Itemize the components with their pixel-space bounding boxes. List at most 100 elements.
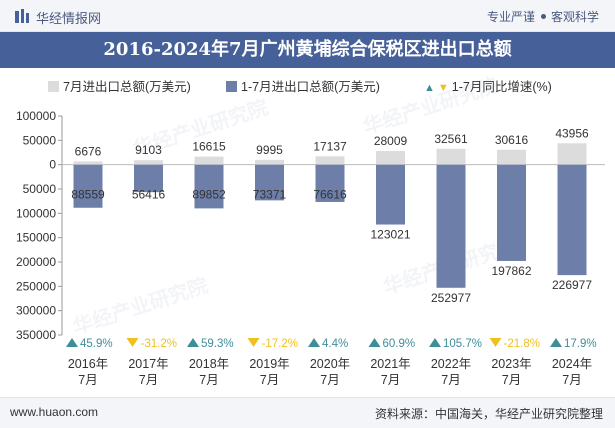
bar-cumulative: [497, 164, 526, 261]
bar-monthly: [376, 151, 405, 165]
y-tick-label: 300000: [16, 304, 56, 318]
label-cumulative: 89852: [192, 188, 226, 202]
slogan-left: 专业严谨: [486, 10, 535, 24]
x-tick-label: 7月: [78, 373, 97, 387]
bar-monthly: [73, 161, 103, 165]
brand-name: 华经情报网: [36, 11, 102, 26]
legend-item-monthly: 7月进出口总额(万美元): [48, 76, 191, 95]
y-tick-label: 150000: [16, 231, 56, 245]
label-monthly: 43956: [555, 126, 589, 140]
x-tick-label: 7月: [381, 373, 400, 387]
x-tick-label: 2024年: [552, 357, 592, 371]
bar-cumulative: [194, 164, 224, 209]
growth-up-icon: [66, 338, 78, 347]
y-tick-label: 200000: [16, 255, 56, 269]
growth-label: 60.9%: [383, 338, 416, 350]
legend-swatch-cumulative: [226, 81, 237, 92]
x-tick-label: 2018年: [189, 357, 229, 371]
x-tick-label: 2017年: [128, 357, 168, 371]
bar-monthly: [315, 156, 345, 165]
bar-cumulative: [376, 164, 405, 225]
logo-icon: [15, 9, 29, 23]
label-monthly: 6676: [75, 144, 102, 158]
label-cumulative: 197862: [491, 264, 531, 278]
bar-cumulative: [73, 164, 103, 208]
growth-up-icon: [368, 338, 381, 347]
bar-monthly: [134, 160, 163, 165]
y-tick-label: 100000: [16, 109, 56, 123]
growth-up-icon: [187, 338, 199, 347]
slogan-right: 客观科学: [550, 10, 599, 24]
label-monthly: 28009: [374, 134, 408, 148]
growth-down-icon: [247, 338, 260, 347]
top-bar: 华经情报网 专业严谨 客观科学: [0, 0, 615, 32]
bar-cumulative: [315, 164, 345, 202]
label-cumulative: 76616: [313, 188, 347, 202]
label-monthly: 30616: [495, 133, 529, 147]
y-tick-label: 50000: [23, 182, 57, 196]
legend-label-monthly: 7月进出口总额(万美元): [63, 80, 191, 94]
growth-down-icon: [126, 338, 139, 347]
label-monthly: 17137: [313, 139, 347, 153]
y-tick-label: 250000: [16, 279, 56, 293]
label-cumulative: 88559: [71, 188, 105, 202]
growth-down-icon: [489, 338, 502, 347]
footer-source: 资料来源：中国海关，华经产业研究院整理: [374, 407, 603, 421]
label-monthly: 32561: [434, 132, 468, 146]
legend: 7月进出口总额(万美元) 1-7月进出口总额(万美元) ▲ ▼ 1-7月同比增速(%…: [0, 74, 615, 94]
growth-label: -31.2%: [141, 338, 177, 350]
growth-up-icon: [550, 338, 562, 347]
growth-label: 17.9%: [564, 338, 597, 350]
x-tick-label: 2021年: [370, 357, 410, 371]
growth-up-icon: [308, 338, 320, 347]
x-tick-label: 7月: [199, 373, 218, 387]
bar-cumulative: [436, 164, 466, 288]
bar-cumulative: [134, 164, 163, 193]
bar-cumulative: [557, 164, 587, 276]
footer-website[interactable]: www.huaon.com: [10, 405, 99, 419]
slogan: 专业严谨 客观科学: [487, 8, 599, 25]
growth-label: 59.3%: [201, 338, 234, 350]
growth-label: -21.8%: [504, 338, 540, 350]
bar-cumulative: [255, 164, 284, 201]
x-tick-label: 2022年: [431, 357, 471, 371]
label-cumulative: 123021: [370, 228, 410, 242]
x-tick-label: 7月: [139, 373, 158, 387]
y-tick-label: 50000: [23, 133, 57, 147]
x-tick-label: 7月: [320, 373, 339, 387]
chart-canvas: 100000 50000 0 50000 100000 150000 200000 25000…: [16, 109, 605, 387]
label-monthly: 9995: [256, 143, 283, 157]
x-tick-label: 7月: [562, 373, 581, 387]
footer: www.huaon.com 资料来源：中国海关，华经产业研究院整理: [0, 397, 615, 428]
bar-monthly: [194, 156, 224, 165]
legend-item-cumulative: 1-7月进出口总额(万美元): [226, 76, 380, 95]
growth-label: -17.2%: [262, 338, 298, 350]
legend-label-cumulative: 1-7月进出口总额(万美元): [241, 80, 380, 94]
bar-monthly: [436, 148, 466, 165]
bar-monthly: [255, 159, 284, 165]
x-tick-label: 7月: [260, 373, 279, 387]
legend-up-triangle-icon: ▲: [424, 82, 435, 94]
x-tick-label: 2016年: [68, 357, 108, 371]
label-monthly: 16615: [192, 140, 226, 154]
dot-separator: [540, 14, 546, 20]
legend-item-growth: ▲ ▼ 1-7月同比增速(%): [424, 76, 552, 95]
growth-up-icon: [429, 338, 441, 347]
legend-down-triangle-icon: ▼: [437, 82, 449, 94]
bar-monthly: [497, 149, 526, 165]
y-tick-label: 100000: [16, 206, 56, 220]
y-tick-label: 350000: [16, 328, 56, 342]
legend-swatch-monthly: [48, 81, 59, 92]
label-cumulative: 73371: [253, 188, 287, 202]
label-cumulative: 226977: [552, 278, 592, 292]
x-tick-label: 2023年: [491, 357, 531, 371]
label-monthly: 9103: [135, 143, 162, 157]
chart-title: 2016-2024年7月广州黄埔综合保税区进出口总额: [0, 32, 615, 68]
x-tick-label: 7月: [441, 373, 460, 387]
growth-label: 105.7%: [443, 338, 482, 350]
x-tick-label: 7月: [502, 373, 521, 387]
bar-monthly: [557, 143, 587, 165]
growth-label: 4.4%: [322, 338, 348, 350]
x-tick-label: 2019年: [249, 357, 289, 371]
y-tick-label: 0: [49, 158, 56, 172]
